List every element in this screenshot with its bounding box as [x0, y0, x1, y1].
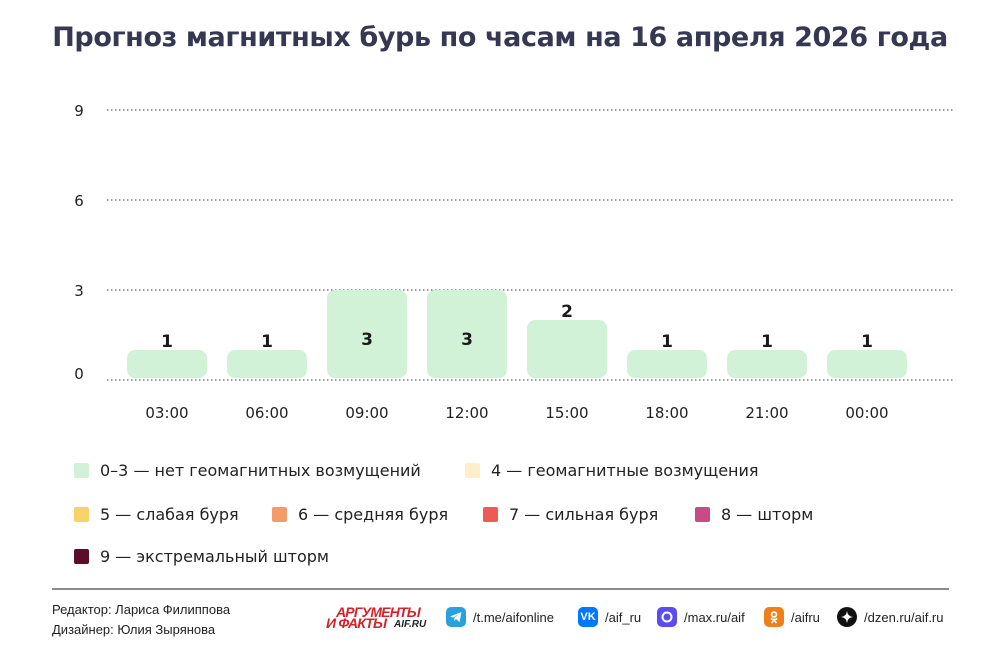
- x-tick-label: 15:00: [545, 404, 588, 422]
- bar-value-label: 1: [861, 332, 873, 352]
- legend-label: 8 — шторм: [721, 505, 814, 524]
- social-max-link: /max.ru/aif: [684, 609, 745, 625]
- x-tick-label: 06:00: [245, 404, 288, 422]
- legend-swatch: [272, 507, 287, 522]
- social-dzen[interactable]: /dzen.ru/aif.ru: [837, 607, 944, 627]
- odnoklassniki-icon: [764, 607, 784, 627]
- legend-item-6: 6 — средняя буря: [272, 505, 448, 524]
- editor-credit: Редактор: Лариса Филиппова: [52, 602, 231, 617]
- credits: Редактор: Лариса Филиппова Дизайнер: Юли…: [52, 600, 230, 640]
- logo-site: AIF.RU: [394, 619, 427, 630]
- x-tick-label: 21:00: [745, 404, 788, 422]
- legend-swatch: [465, 463, 480, 478]
- legend-swatch: [695, 507, 710, 522]
- x-tick-label: 12:00: [445, 404, 488, 422]
- social-odnoklassniki[interactable]: /aifru: [764, 607, 820, 627]
- bar-value-label: 1: [661, 332, 673, 352]
- x-tick-label: 09:00: [345, 404, 388, 422]
- legend-item-9: 9 — экстремальный шторм: [74, 547, 329, 566]
- designer-credit: Дизайнер: Юлия Зырянова: [52, 622, 216, 637]
- bar-value-label: 1: [161, 332, 173, 352]
- bar: [127, 350, 207, 378]
- social-telegram-link: /t.me/aifonline: [473, 609, 554, 625]
- footer-divider: [52, 588, 949, 590]
- bar: [827, 350, 907, 378]
- legend-label: 0–3 — нет геомагнитных возмущений: [100, 461, 421, 480]
- legend-label: 7 — сильная буря: [509, 505, 659, 524]
- bar: [727, 350, 807, 378]
- social-max[interactable]: /max.ru/aif: [657, 607, 745, 627]
- legend-label: 6 — средняя буря: [298, 505, 449, 524]
- legend-item-4: 4 — геомагнитные возмущения: [465, 461, 759, 480]
- legend-item-7: 7 — сильная буря: [483, 505, 658, 524]
- legend-swatch: [74, 507, 89, 522]
- social-odnoklassniki-link: /aifru: [791, 609, 820, 625]
- social-telegram[interactable]: /t.me/aifonline: [446, 607, 554, 627]
- x-tick-label: 00:00: [845, 404, 888, 422]
- y-tick-label: 0: [74, 365, 84, 383]
- vk-icon: VK: [578, 607, 598, 627]
- legend-item-5: 5 — слабая буря: [74, 505, 239, 524]
- social-vk[interactable]: VK /aif_ru: [578, 607, 641, 627]
- bar-value-label: 1: [761, 332, 773, 352]
- aif-logo[interactable]: АРГУМЕНТЫ И ФАКТЫ AIF.RU: [326, 604, 434, 632]
- social-dzen-link: /dzen.ru/aif.ru: [864, 609, 944, 625]
- bar-chart: 0 3 6 9 1 03:00 1 06:00 3 09:00 3 12:00 2 15:00 1 18:00…: [74, 102, 955, 422]
- legend-label: 5 — слабая буря: [100, 505, 239, 524]
- y-tick-label: 3: [74, 282, 84, 300]
- bar: [327, 290, 407, 378]
- legend-swatch: [74, 463, 89, 478]
- telegram-icon: [446, 607, 466, 627]
- y-tick-label: 9: [74, 102, 84, 120]
- legend-label: 4 — геомагнитные возмущения: [491, 461, 759, 480]
- dzen-icon: [837, 607, 857, 627]
- y-tick-label: 6: [74, 192, 84, 210]
- bar: [427, 290, 507, 378]
- bar-value-label: 2: [561, 302, 573, 322]
- bar-value-label: 1: [261, 332, 273, 352]
- logo-line1: АРГУМЕНТЫ: [336, 604, 421, 620]
- legend-swatch: [483, 507, 498, 522]
- bar: [627, 350, 707, 378]
- logo-line2: И ФАКТЫ: [326, 615, 387, 631]
- social-vk-link: /aif_ru: [605, 609, 642, 625]
- legend-item-0-3: 0–3 — нет геомагнитных возмущений: [74, 461, 421, 480]
- bar-value-label: 3: [361, 330, 373, 350]
- chart-title: Прогноз магнитных бурь по часам на 16 ап…: [52, 22, 948, 53]
- bar: [527, 320, 607, 378]
- bar: [227, 350, 307, 378]
- x-tick-label: 03:00: [145, 404, 188, 422]
- legend-label: 9 — экстремальный шторм: [100, 547, 329, 566]
- x-tick-label: 18:00: [645, 404, 688, 422]
- bar-value-label: 3: [461, 330, 473, 350]
- legend-swatch: [74, 549, 89, 564]
- legend-item-8: 8 — шторм: [695, 505, 813, 524]
- max-icon: [657, 607, 677, 627]
